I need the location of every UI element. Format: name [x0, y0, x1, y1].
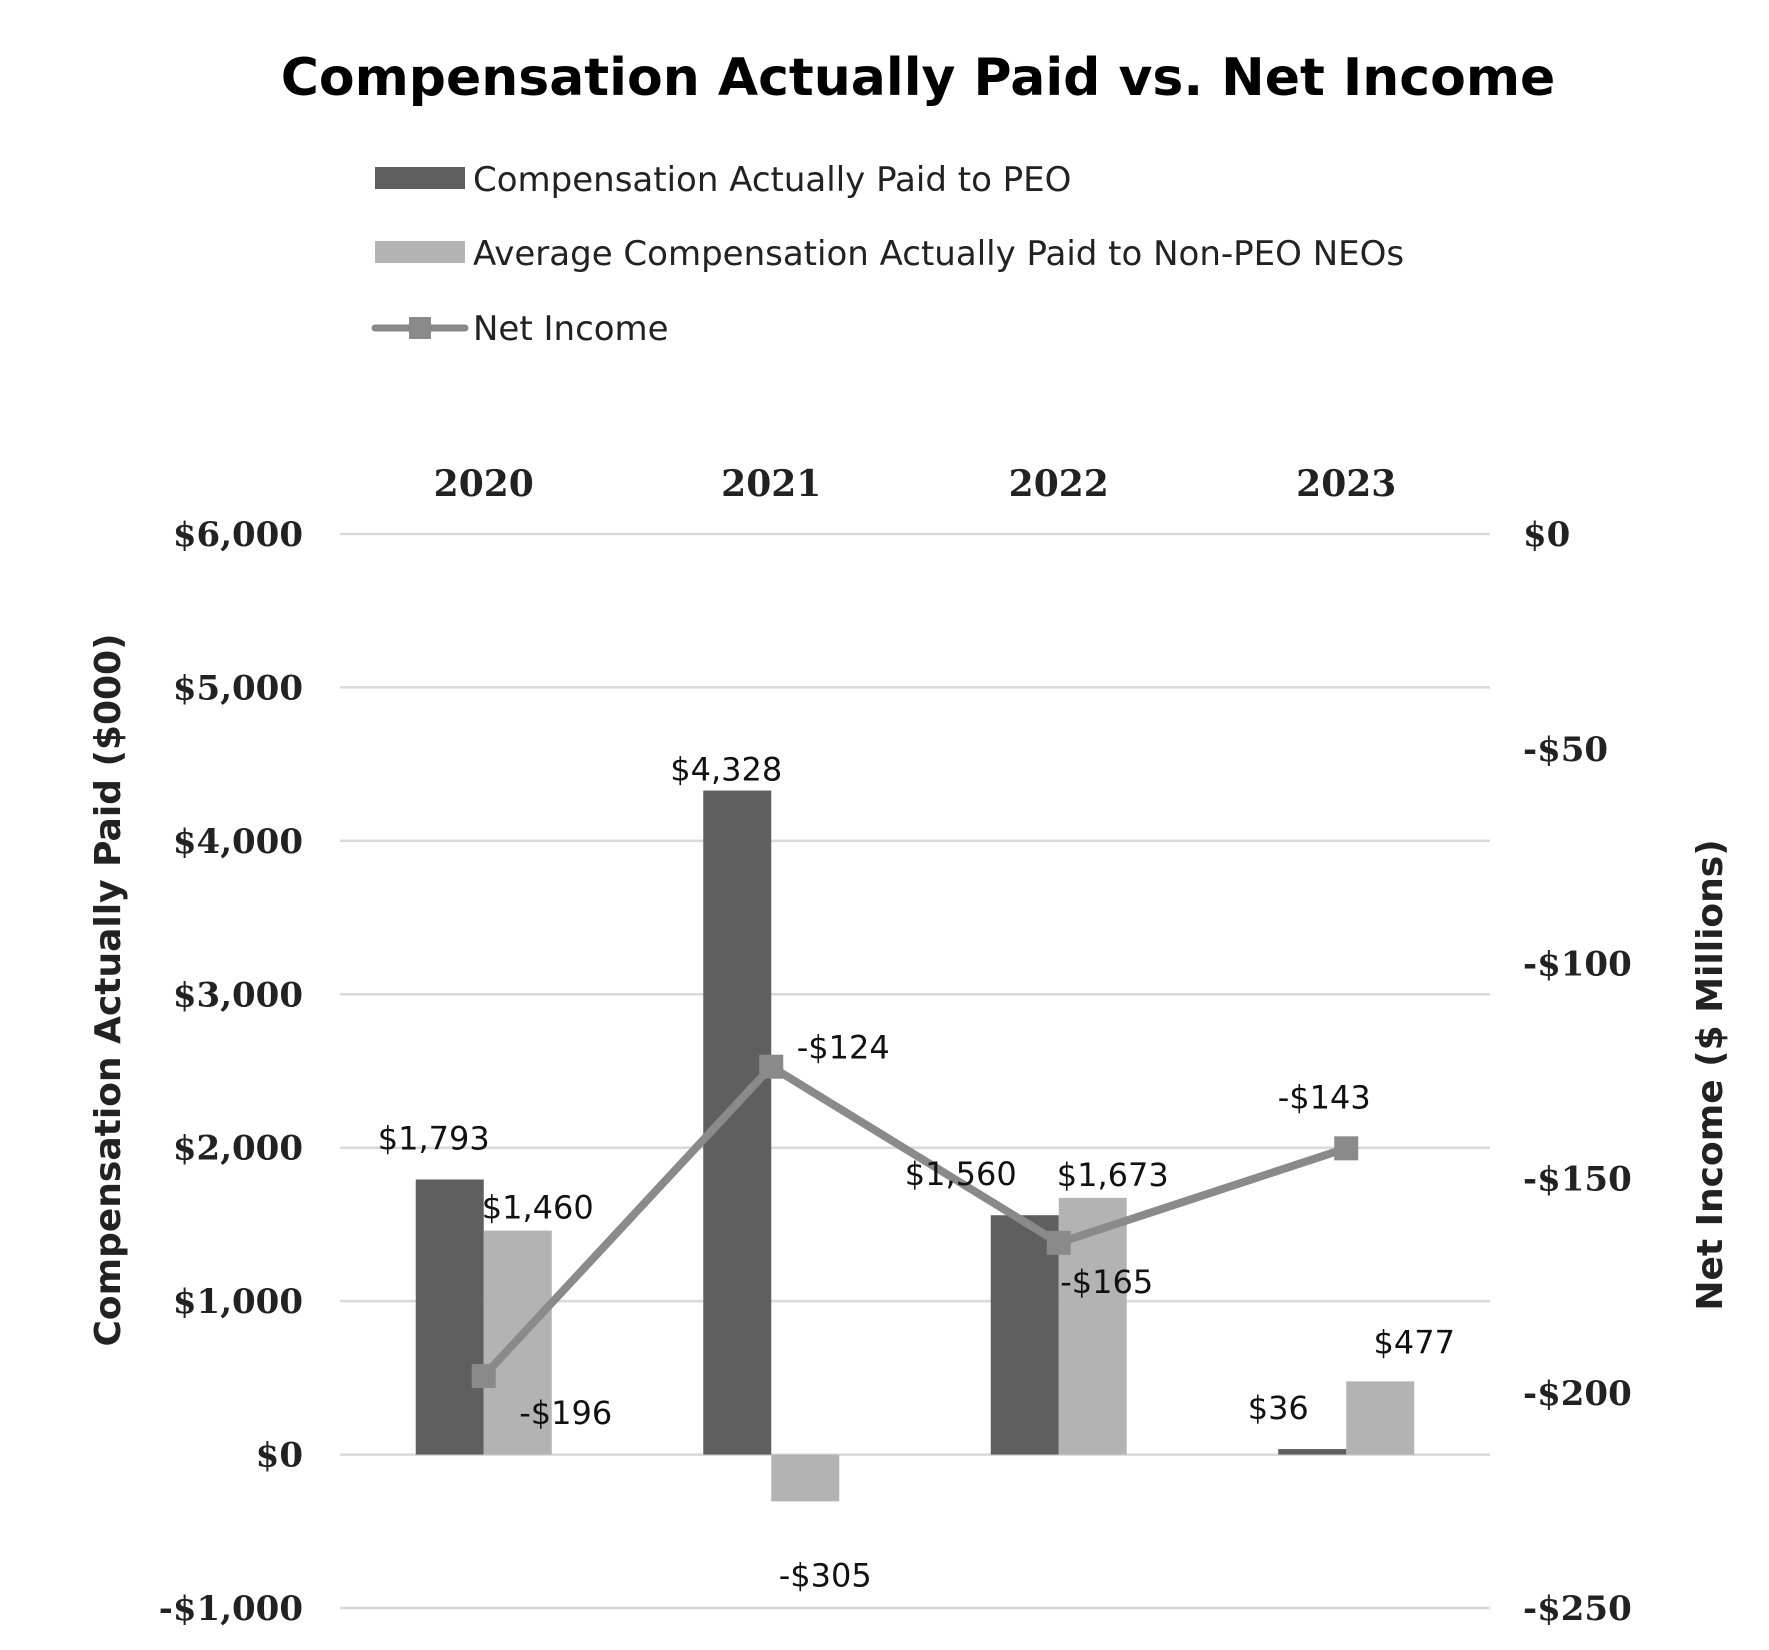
data-label-net-income: -$196	[519, 1394, 612, 1432]
left-tick-label: $0	[256, 1436, 303, 1476]
left-axis-ticks: $6,000 $5,000 $4,000 $3,000 $2,000 $1,000 $0 -$…	[159, 515, 303, 1629]
net-income-marker	[1334, 1136, 1359, 1161]
right-tick-label: -$150	[1523, 1159, 1632, 1199]
data-labels: $1,793 $4,328 $1,560 $36 $1,460 -$305 $1,673 $4…	[378, 751, 1455, 1595]
left-tick-label: $6,000	[173, 515, 303, 555]
net-income-marker	[759, 1054, 784, 1079]
chart-title: Compensation Actually Paid vs. Net Incom…	[281, 48, 1556, 108]
category-label: 2023	[1296, 463, 1396, 505]
left-tick-label: $2,000	[173, 1129, 303, 1169]
category-labels: 2020 2021 2022 2023	[434, 463, 1397, 505]
bar-peo	[1278, 1449, 1347, 1455]
bar-non-peo	[771, 1454, 840, 1502]
data-label-peo: $1,793	[378, 1119, 490, 1157]
data-label-net-income: -$143	[1278, 1078, 1371, 1116]
net-income-marker	[471, 1364, 496, 1389]
left-tick-label: -$1,000	[159, 1589, 303, 1629]
data-label-non-peo: -$305	[779, 1556, 872, 1594]
legend: Compensation Actually Paid to PEO Averag…	[371, 160, 1404, 349]
right-tick-label: -$100	[1523, 945, 1632, 985]
category-label: 2020	[434, 463, 534, 505]
left-tick-label: $5,000	[173, 668, 303, 708]
right-tick-label: -$200	[1523, 1374, 1632, 1414]
right-tick-label: -$50	[1523, 730, 1608, 770]
right-tick-label: $0	[1523, 515, 1570, 555]
right-axis-ticks: $0 -$50 -$100 -$150 -$200 -$250	[1523, 515, 1632, 1629]
right-axis-title: Net Income ($ Millions)	[1690, 839, 1731, 1310]
bar-non-peo	[1346, 1381, 1415, 1455]
left-tick-label: $1,000	[173, 1282, 303, 1322]
bar-peo	[990, 1215, 1059, 1455]
bar-peo	[415, 1179, 484, 1455]
legend-marker-net-income	[409, 317, 431, 339]
legend-swatch-non-peo	[375, 241, 465, 263]
data-label-peo: $1,560	[905, 1155, 1017, 1193]
legend-label-non-peo: Average Compensation Actually Paid to No…	[473, 234, 1404, 274]
right-tick-label: -$250	[1523, 1589, 1632, 1629]
bar-peo	[703, 790, 772, 1455]
data-label-non-peo: $477	[1374, 1323, 1455, 1361]
data-label-peo: $4,328	[670, 751, 782, 789]
net-income-marker	[1046, 1230, 1071, 1255]
category-label: 2021	[721, 463, 821, 505]
category-label: 2022	[1009, 463, 1109, 505]
left-axis-title: Compensation Actually Paid ($000)	[88, 633, 129, 1346]
legend-swatch-peo	[375, 167, 465, 189]
left-tick-label: $3,000	[173, 975, 303, 1015]
legend-label-peo: Compensation Actually Paid to PEO	[473, 160, 1071, 200]
data-label-net-income: -$165	[1060, 1263, 1153, 1301]
legend-label-net-income: Net Income	[473, 309, 669, 349]
left-tick-label: $4,000	[173, 822, 303, 862]
net-income-line	[471, 1054, 1359, 1389]
data-label-net-income: -$124	[797, 1029, 890, 1067]
net-income-line-path	[479, 1062, 1351, 1381]
data-label-non-peo: $1,460	[482, 1189, 594, 1227]
data-label-non-peo: $1,673	[1057, 1156, 1169, 1194]
data-label-peo: $36	[1248, 1389, 1309, 1427]
